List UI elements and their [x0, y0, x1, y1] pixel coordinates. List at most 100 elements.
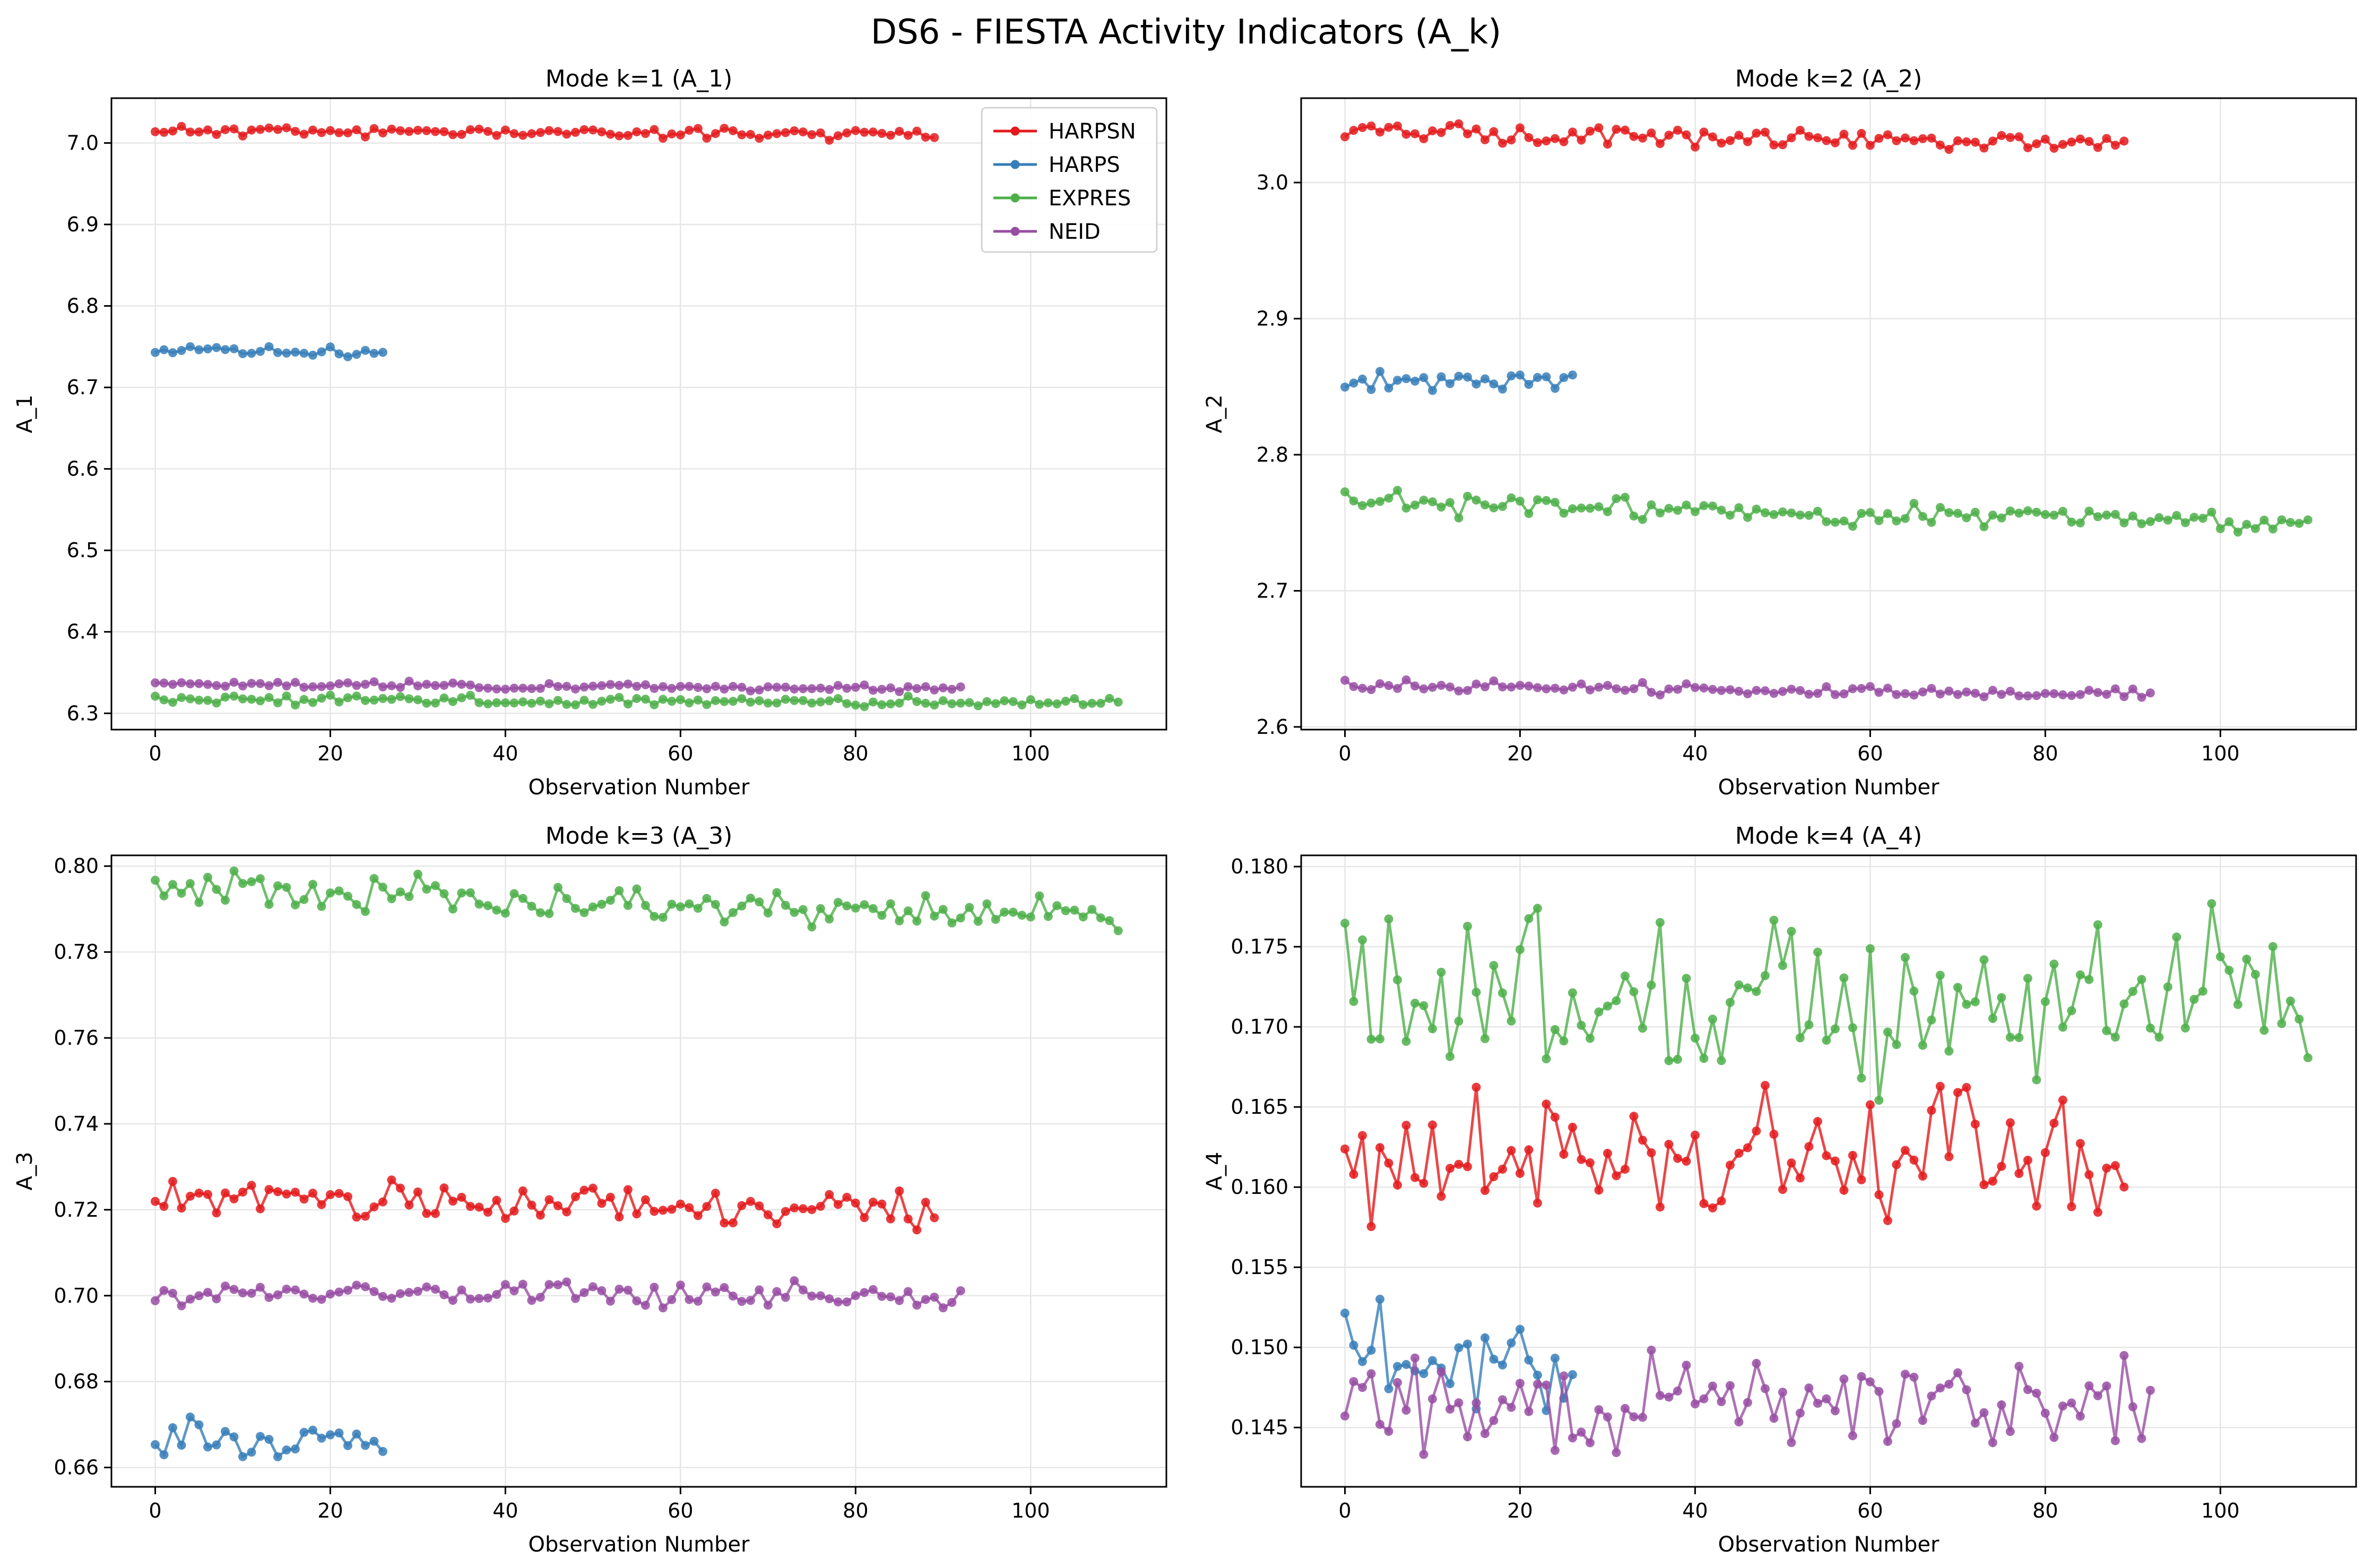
data-point — [1778, 140, 1787, 150]
data-point — [790, 126, 799, 136]
data-point — [1629, 512, 1639, 521]
data-point — [1401, 1121, 1411, 1130]
data-point — [2005, 506, 2015, 516]
data-point — [2014, 1169, 2024, 1179]
data-point — [1392, 683, 1402, 693]
data-point — [1918, 1416, 1927, 1425]
data-point — [185, 679, 195, 689]
data-point — [676, 695, 685, 704]
data-point — [413, 870, 422, 879]
data-point — [229, 691, 239, 701]
y-tick-label: 6.4 — [67, 620, 99, 644]
data-point — [1366, 1034, 1376, 1044]
data-point — [2137, 519, 2146, 529]
data-point — [895, 127, 904, 136]
data-point — [1410, 376, 1419, 386]
data-point — [1944, 1046, 1954, 1056]
data-point — [1813, 506, 1822, 516]
data-point — [2067, 1398, 2076, 1408]
data-point — [2224, 517, 2234, 526]
data-point — [1603, 1001, 1612, 1011]
legend-label: EXPRES — [1049, 186, 1131, 211]
data-point — [1507, 1338, 1516, 1348]
x-tick-label: 60 — [668, 1499, 693, 1522]
data-point — [194, 1420, 204, 1430]
y-tick-label: 6.3 — [67, 701, 99, 725]
data-point — [1997, 131, 2006, 140]
data-point — [203, 1190, 212, 1199]
data-point — [1489, 960, 1499, 970]
data-point — [1708, 1381, 1717, 1391]
data-point — [1953, 508, 1962, 518]
data-point — [833, 131, 843, 141]
data-point — [1804, 1020, 1814, 1029]
data-point — [1769, 1130, 1779, 1139]
y-tick-label: 6.6 — [67, 457, 99, 481]
data-point — [2268, 524, 2278, 534]
data-point — [1087, 699, 1097, 708]
data-point — [1953, 690, 1962, 699]
data-point — [702, 1282, 712, 1292]
data-point — [2128, 1402, 2137, 1411]
data-point — [247, 1288, 256, 1298]
data-point — [755, 134, 764, 143]
data-point — [1507, 135, 1516, 145]
data-point — [1918, 687, 1927, 697]
data-point — [238, 349, 247, 359]
data-point — [1752, 987, 1761, 997]
data-point — [1603, 681, 1612, 690]
data-point — [956, 682, 965, 692]
data-point — [2154, 1033, 2164, 1042]
x-tick-label: 40 — [492, 1499, 518, 1522]
data-point — [369, 124, 379, 133]
data-point — [755, 897, 764, 907]
data-point — [2005, 1427, 2015, 1436]
data-point — [1883, 1437, 1892, 1446]
data-point — [343, 693, 352, 703]
data-point — [1454, 1398, 1464, 1408]
data-point — [720, 685, 729, 694]
data-point — [369, 349, 379, 358]
data-point — [2145, 688, 2155, 698]
data-point — [2067, 691, 2076, 700]
data-point — [352, 691, 361, 701]
data-point — [562, 129, 572, 139]
data-point — [2128, 684, 2137, 694]
data-point — [2093, 143, 2102, 152]
data-point — [825, 914, 834, 924]
data-point — [325, 690, 335, 700]
data-point — [1349, 126, 1358, 135]
data-point — [1454, 371, 1464, 381]
data-point — [597, 681, 607, 690]
y-tick-label: 6.7 — [67, 376, 99, 399]
data-point — [1682, 1156, 1691, 1166]
data-point — [562, 700, 572, 709]
data-point — [527, 129, 536, 138]
data-point — [457, 680, 466, 689]
data-point — [2040, 1408, 2050, 1418]
data-point — [395, 1289, 405, 1298]
data-point — [1804, 689, 1814, 699]
data-point — [185, 694, 195, 704]
data-point — [1612, 684, 1621, 694]
data-point — [2023, 1385, 2032, 1394]
data-point — [2058, 1401, 2067, 1411]
data-point — [921, 1295, 930, 1304]
data-point — [1542, 496, 1551, 505]
data-point — [553, 682, 562, 691]
data-point — [973, 701, 983, 711]
series-harpsn — [150, 1175, 939, 1235]
data-point — [1612, 1448, 1621, 1458]
data-point — [212, 1440, 221, 1450]
data-point — [2058, 1095, 2067, 1105]
data-point — [1542, 1099, 1551, 1109]
data-point — [579, 908, 589, 917]
data-point — [2110, 509, 2120, 519]
data-point — [474, 1294, 484, 1303]
data-point — [1462, 129, 1472, 138]
data-point — [1953, 1088, 1962, 1097]
data-point — [2189, 513, 2199, 522]
data-point — [746, 1296, 755, 1305]
data-point — [2286, 997, 2295, 1006]
data-point — [1690, 142, 1700, 152]
